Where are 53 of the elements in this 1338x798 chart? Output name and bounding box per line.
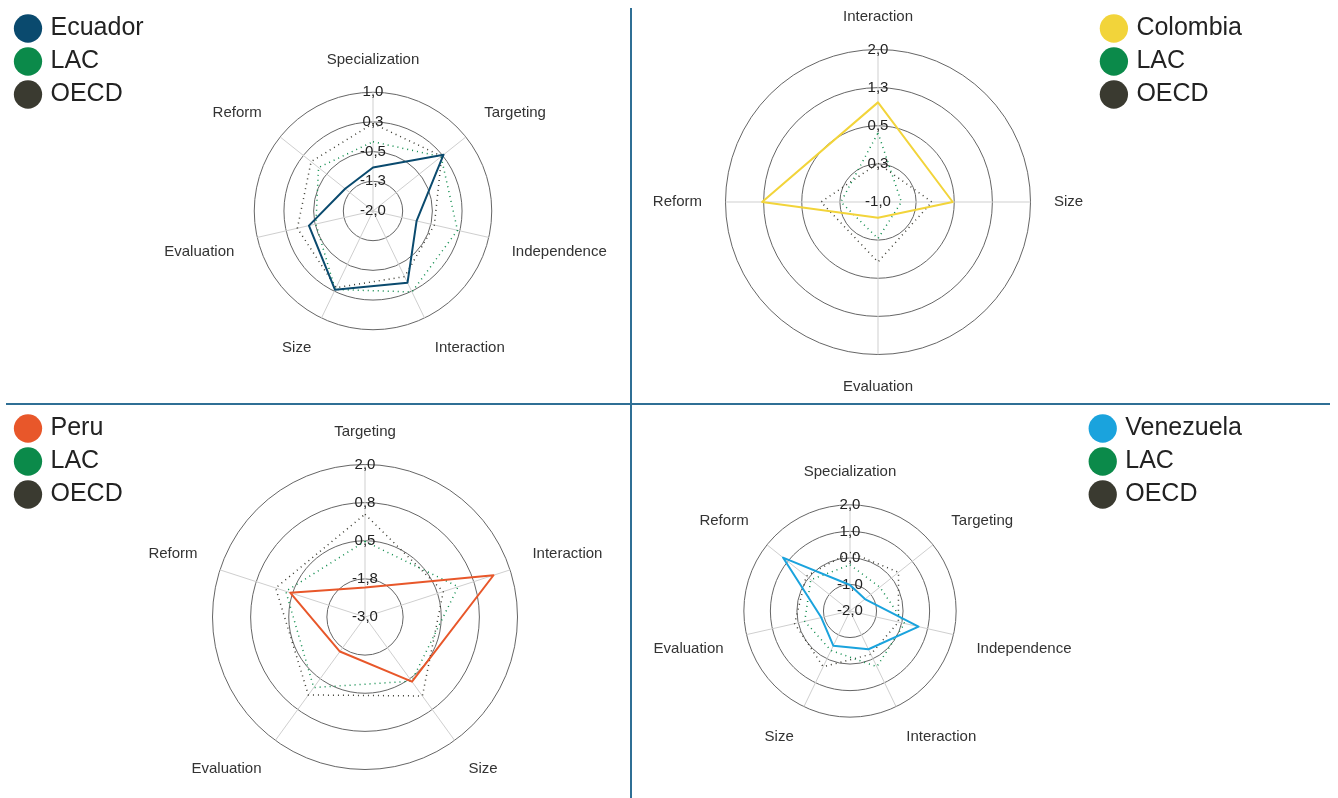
legend-label: OECD	[50, 478, 123, 507]
spoke-label: Reform	[652, 192, 702, 210]
spoke-label: Evaluation	[842, 377, 914, 395]
y-tick-label: -2,0	[360, 201, 386, 219]
y-tick-label: -1,3	[360, 171, 386, 189]
y-tick-label: -1,8	[352, 569, 378, 587]
legend-label: Peru	[50, 412, 104, 441]
legend-label: OECD	[50, 78, 123, 107]
y-tick-label: -3,0	[352, 607, 378, 625]
spoke-label: Evaluation	[653, 638, 724, 656]
spoke-label: Reform	[699, 511, 749, 529]
spoke-label: Specialization	[803, 462, 897, 480]
spoke-label: Reform	[212, 103, 262, 121]
legend-label: LAC	[1125, 445, 1174, 474]
legend-label: Colombia	[1136, 12, 1243, 41]
spoke-label: Targeting	[484, 103, 546, 121]
y-tick-label: 0,3	[362, 112, 384, 130]
y-tick-label: 0,8	[354, 492, 376, 510]
spoke-label: Specialization	[326, 49, 420, 67]
spoke-label: Reform	[148, 543, 198, 561]
spoke-label: Interaction	[434, 338, 505, 356]
spoke-label: Independence	[976, 638, 1072, 656]
legend-label: Venezuela	[1125, 412, 1243, 441]
spoke-label: Size	[764, 726, 794, 744]
y-tick-label: 2,0	[839, 494, 861, 512]
legend-label: OECD	[1125, 478, 1198, 507]
y-tick-label: 0,5	[354, 530, 376, 548]
legend-label: Ecuador	[50, 12, 144, 41]
y-tick-label: -1,0	[865, 192, 891, 210]
y-tick-label: 1,0	[839, 521, 861, 539]
legend-label: LAC	[50, 445, 100, 474]
spoke-label: Interaction	[906, 726, 977, 744]
spoke-label: Evaluation	[191, 758, 262, 776]
y-tick-label: -2,0	[837, 601, 863, 619]
y-tick-label: 2,0	[354, 454, 376, 472]
legend-label: OECD	[1136, 78, 1209, 107]
spoke-label: Independence	[511, 241, 607, 259]
y-tick-label: -0,5	[360, 141, 386, 159]
spoke-label: Targeting	[951, 511, 1014, 529]
spoke-label: Size	[468, 758, 498, 776]
legend-label: LAC	[1136, 45, 1186, 74]
spoke-label: Size	[282, 338, 312, 356]
y-tick-label: 2,0	[867, 39, 889, 57]
spoke-label: Targeting	[334, 422, 396, 440]
y-tick-label: 0,0	[839, 548, 861, 566]
spoke-label: Interaction	[532, 543, 603, 561]
y-tick-label: 0,5	[867, 115, 889, 133]
spoke-label: Size	[1054, 192, 1084, 210]
spoke-label: Evaluation	[164, 241, 235, 259]
y-tick-label: 0,3	[867, 154, 889, 172]
y-tick-label: 1,3	[867, 77, 889, 95]
spoke-label: Interaction	[842, 7, 914, 25]
legend-label: LAC	[50, 45, 100, 74]
